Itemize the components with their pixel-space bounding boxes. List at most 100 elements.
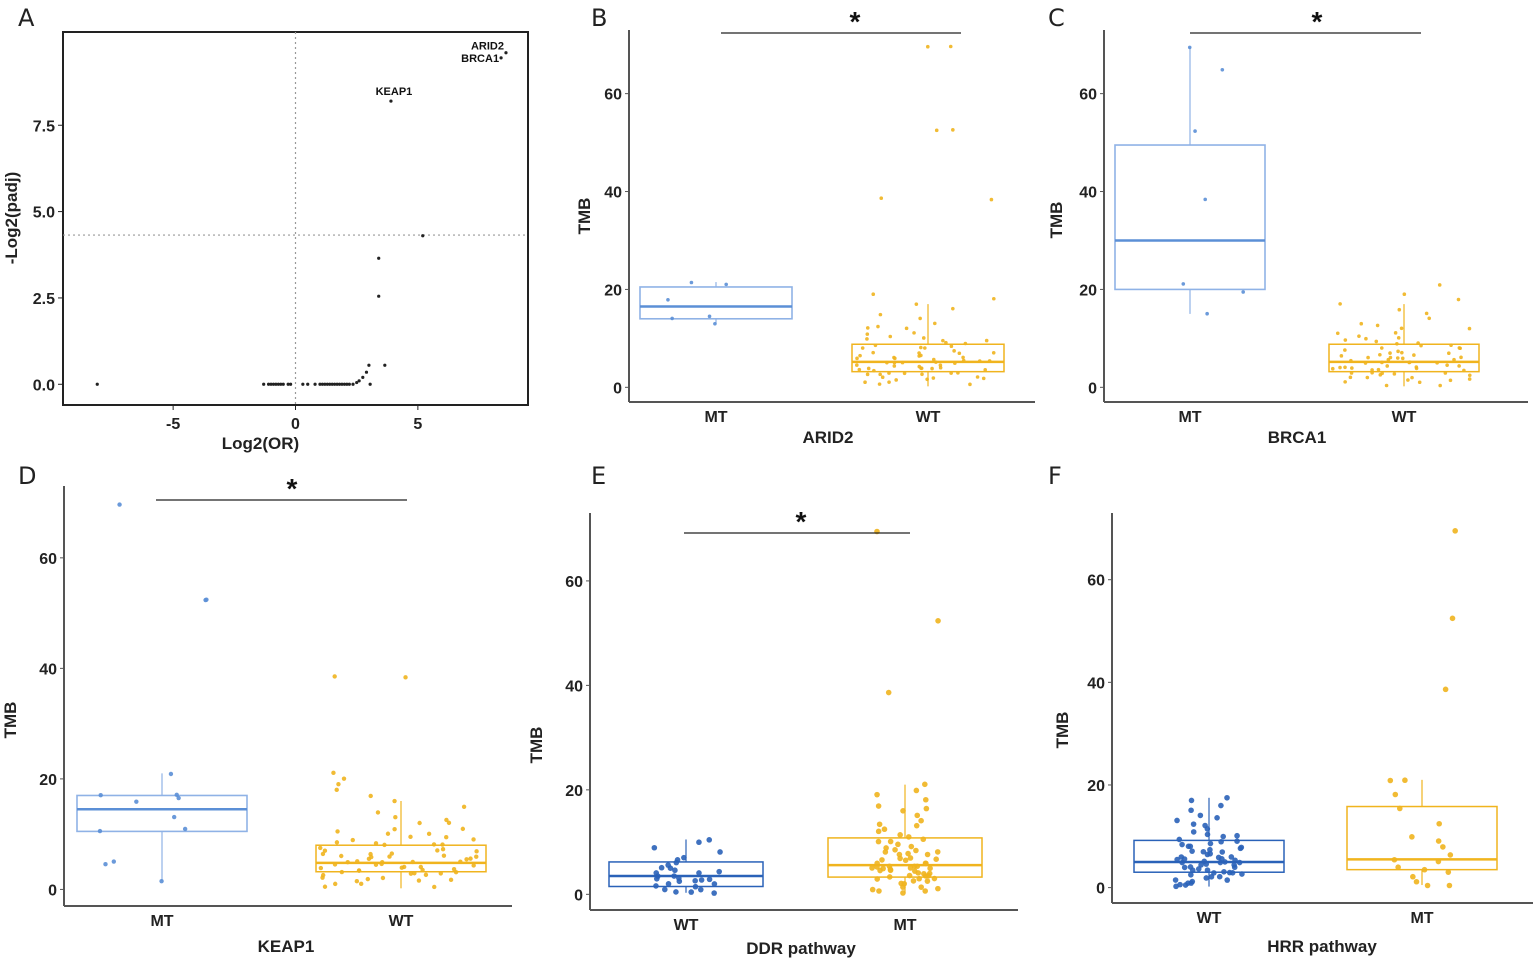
- data-point: [320, 382, 325, 386]
- data-point: [369, 854, 374, 860]
- data-point: [1193, 129, 1197, 133]
- panel-letter: D: [18, 462, 36, 490]
- data-point: [941, 338, 945, 343]
- data-point: [948, 44, 953, 49]
- data-point: [1181, 864, 1188, 871]
- data-point: [1467, 373, 1472, 378]
- x-tick-label: MT: [150, 913, 173, 930]
- data-point: [399, 865, 405, 870]
- data-point: [706, 876, 713, 883]
- data-point: [902, 857, 909, 864]
- data-point: [1232, 857, 1238, 864]
- data-point: [1412, 353, 1416, 357]
- data-point: [368, 793, 373, 799]
- data-point: [337, 382, 342, 386]
- data-point: [289, 382, 293, 386]
- data-point: [318, 845, 323, 851]
- data-point: [441, 853, 447, 858]
- data-point: [262, 382, 266, 386]
- data-point: [907, 865, 914, 871]
- data-point: [1384, 383, 1389, 388]
- data-point: [410, 859, 415, 865]
- data-point: [968, 382, 972, 387]
- data-point: [1364, 336, 1368, 341]
- data-point: [364, 370, 369, 374]
- x-tick-label: WT: [674, 917, 699, 934]
- data-point: [1236, 859, 1243, 866]
- box-iqr: [1114, 144, 1266, 291]
- data-point: [886, 874, 893, 880]
- data-point: [1447, 852, 1454, 858]
- data-point: [913, 822, 920, 829]
- data-point: [871, 350, 875, 355]
- y-tick-label: 60: [1079, 87, 1097, 104]
- x-tick-label: MT: [1410, 910, 1433, 927]
- y-tick-label: 0: [613, 380, 622, 397]
- data-point: [322, 884, 328, 889]
- data-point: [953, 361, 957, 365]
- data-point: [987, 359, 992, 363]
- data-point: [879, 857, 885, 863]
- data-point: [1203, 861, 1210, 867]
- data-point: [380, 875, 386, 881]
- data-point: [961, 358, 966, 363]
- data-point: [887, 371, 891, 375]
- data-point: [887, 866, 894, 873]
- data-point: [1400, 356, 1405, 361]
- data-point: [920, 836, 927, 843]
- data-point: [887, 838, 894, 845]
- data-point: [931, 357, 936, 362]
- data-point: [393, 815, 398, 820]
- data-point: [1406, 378, 1410, 382]
- significance-star: *: [287, 473, 298, 504]
- data-point: [907, 855, 914, 861]
- data-point: [171, 814, 177, 820]
- data-point: [1467, 377, 1472, 381]
- data-point: [448, 877, 454, 883]
- y-tick-label: 0: [1088, 380, 1097, 397]
- data-point: [923, 346, 927, 350]
- panel-letter: A: [18, 4, 35, 32]
- data-point: [1224, 794, 1230, 801]
- data-point: [696, 839, 702, 846]
- data-point: [866, 366, 871, 371]
- data-point: [935, 885, 941, 892]
- data-point: [382, 842, 387, 848]
- data-point: [885, 360, 889, 365]
- data-point: [340, 382, 344, 386]
- data-point: [1176, 836, 1183, 843]
- data-point: [333, 382, 337, 386]
- data-point: [1216, 873, 1223, 880]
- panel-letter: E: [591, 462, 606, 490]
- data-point: [440, 842, 445, 847]
- data-point: [1395, 864, 1401, 871]
- data-point: [458, 859, 463, 864]
- data-point: [963, 341, 968, 346]
- data-point: [271, 382, 276, 386]
- data-point: [373, 841, 379, 846]
- data-point: [975, 375, 980, 379]
- y-tick-label: 0.0: [33, 377, 55, 394]
- significance-star: *: [1312, 6, 1323, 37]
- data-point: [1419, 343, 1423, 348]
- data-point: [922, 796, 929, 803]
- y-tick-label: 60: [565, 574, 583, 591]
- data-point: [707, 314, 712, 319]
- data-point: [1417, 380, 1422, 385]
- data-point: [408, 871, 414, 876]
- data-point: [1187, 45, 1192, 50]
- data-point: [1396, 805, 1403, 812]
- panel-letter: C: [1048, 4, 1065, 32]
- data-point: [1188, 807, 1194, 814]
- data-point: [373, 862, 379, 867]
- data-point: [991, 350, 996, 355]
- data-point: [1189, 848, 1195, 854]
- data-point: [354, 879, 360, 884]
- x-tick-label: 0: [291, 416, 300, 433]
- data-point: [1366, 355, 1370, 360]
- data-point: [332, 862, 338, 867]
- data-point: [1357, 334, 1361, 338]
- data-point: [474, 849, 479, 854]
- data-point: [331, 770, 336, 776]
- data-point: [444, 817, 449, 823]
